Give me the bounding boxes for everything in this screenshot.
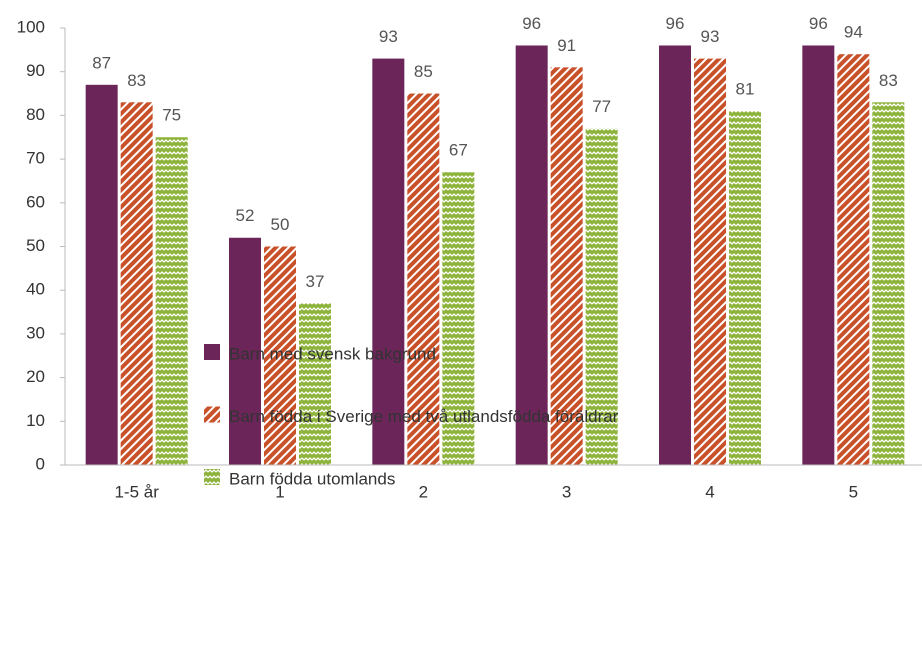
legend-swatch [204, 469, 220, 485]
data-label: 96 [809, 14, 828, 33]
bar [85, 84, 118, 465]
y-tick-label: 60 [26, 192, 45, 211]
legend-label: Barn födda utomlands [229, 469, 395, 488]
data-label: 96 [522, 14, 541, 33]
data-label: 93 [701, 27, 720, 46]
data-label: 50 [271, 215, 290, 234]
y-tick-label: 0 [36, 454, 45, 473]
data-label: 91 [557, 36, 576, 55]
x-tick-label: 2 [419, 482, 428, 501]
y-tick-label: 40 [26, 280, 45, 299]
x-tick-label: 3 [562, 482, 571, 501]
legend-label: Barn födda i Sverige med två utlandsfödd… [229, 407, 619, 426]
bar [585, 128, 618, 465]
bar [550, 67, 583, 465]
data-label: 37 [306, 272, 325, 291]
legend-swatch [204, 344, 220, 360]
bar [802, 45, 835, 465]
x-tick-label: 1-5 år [114, 482, 159, 501]
y-tick-label: 80 [26, 105, 45, 124]
bar [372, 58, 405, 466]
bar [659, 45, 691, 465]
bar [442, 172, 475, 465]
data-label: 81 [736, 80, 755, 99]
data-label: 83 [127, 71, 146, 90]
legend-swatch [204, 406, 220, 423]
bar [155, 137, 188, 465]
y-tick-label: 100 [17, 17, 45, 36]
x-tick-label: 4 [705, 482, 714, 501]
bar [694, 58, 726, 466]
data-label: 67 [449, 141, 468, 160]
y-tick-label: 10 [26, 411, 45, 430]
y-tick-label: 50 [26, 236, 45, 255]
bar [407, 93, 440, 466]
data-label: 75 [162, 106, 181, 125]
legend-label: Barn med svensk bakgrund [229, 344, 436, 363]
data-label: 83 [879, 71, 898, 90]
bar [515, 45, 548, 465]
data-label: 96 [666, 14, 685, 33]
data-label: 52 [236, 206, 255, 225]
x-tick-label: 5 [849, 482, 858, 501]
y-tick-label: 90 [26, 61, 45, 80]
y-tick-label: 30 [26, 323, 45, 342]
data-label: 94 [844, 23, 863, 42]
bar [872, 102, 905, 465]
bar [837, 54, 870, 465]
y-tick-label: 70 [26, 149, 45, 168]
data-label: 77 [592, 97, 611, 116]
bar [264, 246, 296, 465]
bar [299, 303, 331, 465]
data-label: 87 [92, 53, 111, 72]
y-tick-label: 20 [26, 367, 45, 386]
bar [120, 102, 153, 465]
data-label: 93 [379, 27, 398, 46]
data-label: 85 [414, 62, 433, 81]
bar [729, 111, 761, 465]
bar [229, 237, 261, 465]
x-tick-label: 1 [275, 482, 284, 501]
